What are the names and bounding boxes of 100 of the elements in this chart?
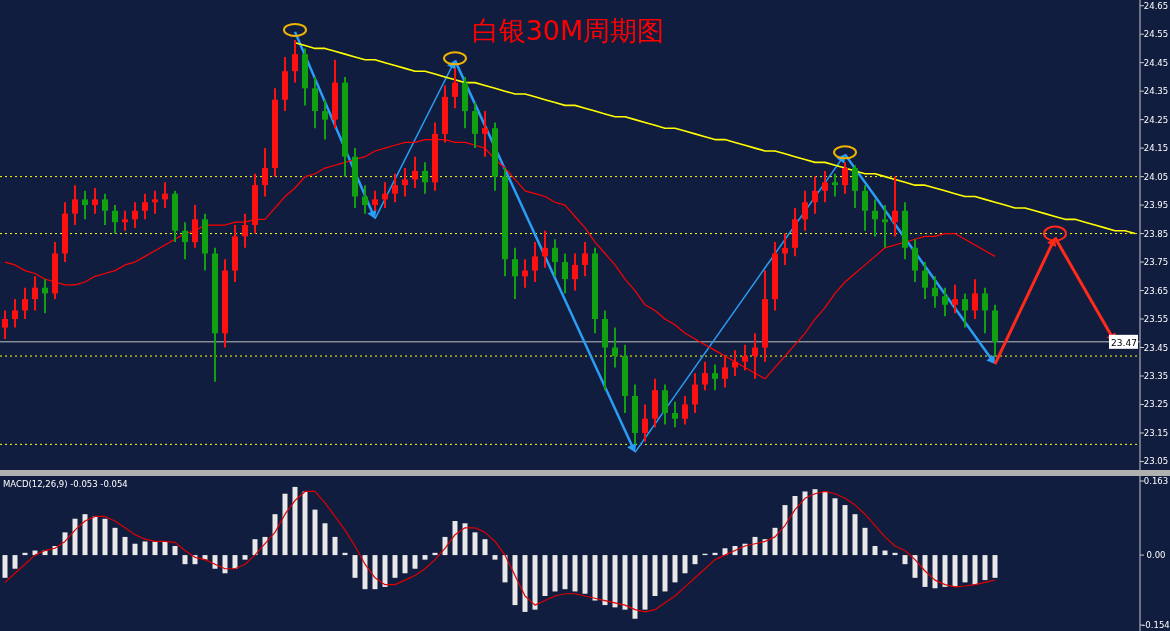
bar (22, 552, 28, 556)
candlestick (922, 261, 928, 301)
candlestick (702, 360, 708, 392)
y-tick-label: 24.65 (1143, 0, 1169, 11)
candlestick (572, 252, 578, 292)
candlestick (842, 161, 848, 195)
bar (272, 514, 278, 556)
candlestick (672, 400, 678, 429)
bar (372, 555, 378, 590)
candlestick (322, 98, 328, 141)
y-tick-label: 23.35 (1143, 371, 1169, 381)
candlestick (72, 184, 78, 227)
candlestick (582, 241, 588, 278)
candlestick (32, 275, 38, 312)
bar (992, 555, 998, 578)
bar (652, 555, 658, 596)
bar (2, 555, 8, 578)
bar (242, 555, 248, 560)
bar (282, 493, 288, 556)
text: 白银30M周期图 (471, 15, 665, 46)
bar (72, 518, 78, 556)
candlestick (662, 383, 668, 426)
candlestick (832, 172, 838, 198)
bar (502, 555, 508, 583)
bar (612, 555, 618, 608)
bar (82, 514, 88, 556)
candlestick (422, 161, 428, 195)
bar (322, 523, 328, 556)
bar (62, 532, 68, 556)
y-tick-label: 24.35 (1143, 86, 1169, 97)
bar (342, 552, 348, 556)
bar (762, 539, 768, 556)
y-tick-label: 23.55 (1143, 314, 1169, 325)
candlestick (612, 326, 618, 369)
candlestick (812, 175, 818, 215)
y-tick-label: 0.163 (1143, 476, 1169, 486)
y-tick-label: 23.25 (1143, 399, 1169, 410)
line-series (4, 138, 996, 380)
candlestick (152, 189, 158, 215)
candlestick (392, 172, 398, 204)
candlestick (892, 175, 898, 238)
candlestick (22, 286, 28, 321)
candlestick (642, 403, 648, 443)
bar (562, 555, 568, 590)
bar (332, 536, 338, 556)
bar (112, 527, 118, 556)
bar (172, 546, 178, 556)
bar (872, 546, 878, 556)
y-tick-label: 0.00 (1146, 550, 1166, 561)
bar (842, 505, 848, 556)
candlestick (752, 332, 758, 380)
bar (582, 555, 588, 594)
bar (752, 536, 758, 556)
bar (522, 555, 528, 612)
candlestick (112, 204, 118, 235)
candlestick (12, 298, 18, 329)
bar (902, 555, 908, 565)
bar (142, 541, 148, 556)
candlestick (402, 167, 408, 198)
bar (622, 555, 628, 610)
bar (92, 516, 98, 556)
bar (552, 555, 558, 592)
bar (182, 555, 188, 565)
candlestick (362, 184, 368, 215)
bar (632, 555, 638, 619)
candlestick (182, 221, 188, 261)
bar (772, 527, 778, 556)
bar (682, 555, 688, 574)
bar (802, 491, 808, 556)
bar (452, 521, 458, 556)
candlestick (682, 394, 688, 426)
bar (972, 555, 978, 585)
bar (712, 552, 718, 556)
bar (782, 505, 788, 556)
bar (132, 543, 138, 556)
candlestick (962, 292, 968, 329)
candlestick (262, 147, 268, 198)
y-tick-label: 23.75 (1143, 257, 1169, 268)
bar (512, 555, 518, 606)
bar (892, 552, 898, 556)
bar (422, 555, 428, 560)
candlestick (2, 309, 8, 340)
bar (792, 496, 798, 556)
candlestick (822, 169, 828, 204)
y-tick-label: 24.05 (1143, 171, 1169, 182)
y-tick-label: 24.55 (1143, 29, 1169, 40)
bar (862, 527, 868, 556)
bar (472, 532, 478, 556)
chart-title: MACD(12,26,9) -0.053 -0.054 (3, 479, 128, 489)
candlestick (142, 192, 148, 221)
candlestick (692, 372, 698, 415)
bar (932, 555, 938, 589)
candlestick (312, 75, 318, 130)
bar (462, 523, 468, 556)
candlestick (102, 192, 108, 227)
candlestick (912, 238, 918, 283)
bar (952, 555, 958, 587)
candlestick (712, 363, 718, 392)
bar (942, 555, 948, 587)
candlestick (722, 355, 728, 389)
